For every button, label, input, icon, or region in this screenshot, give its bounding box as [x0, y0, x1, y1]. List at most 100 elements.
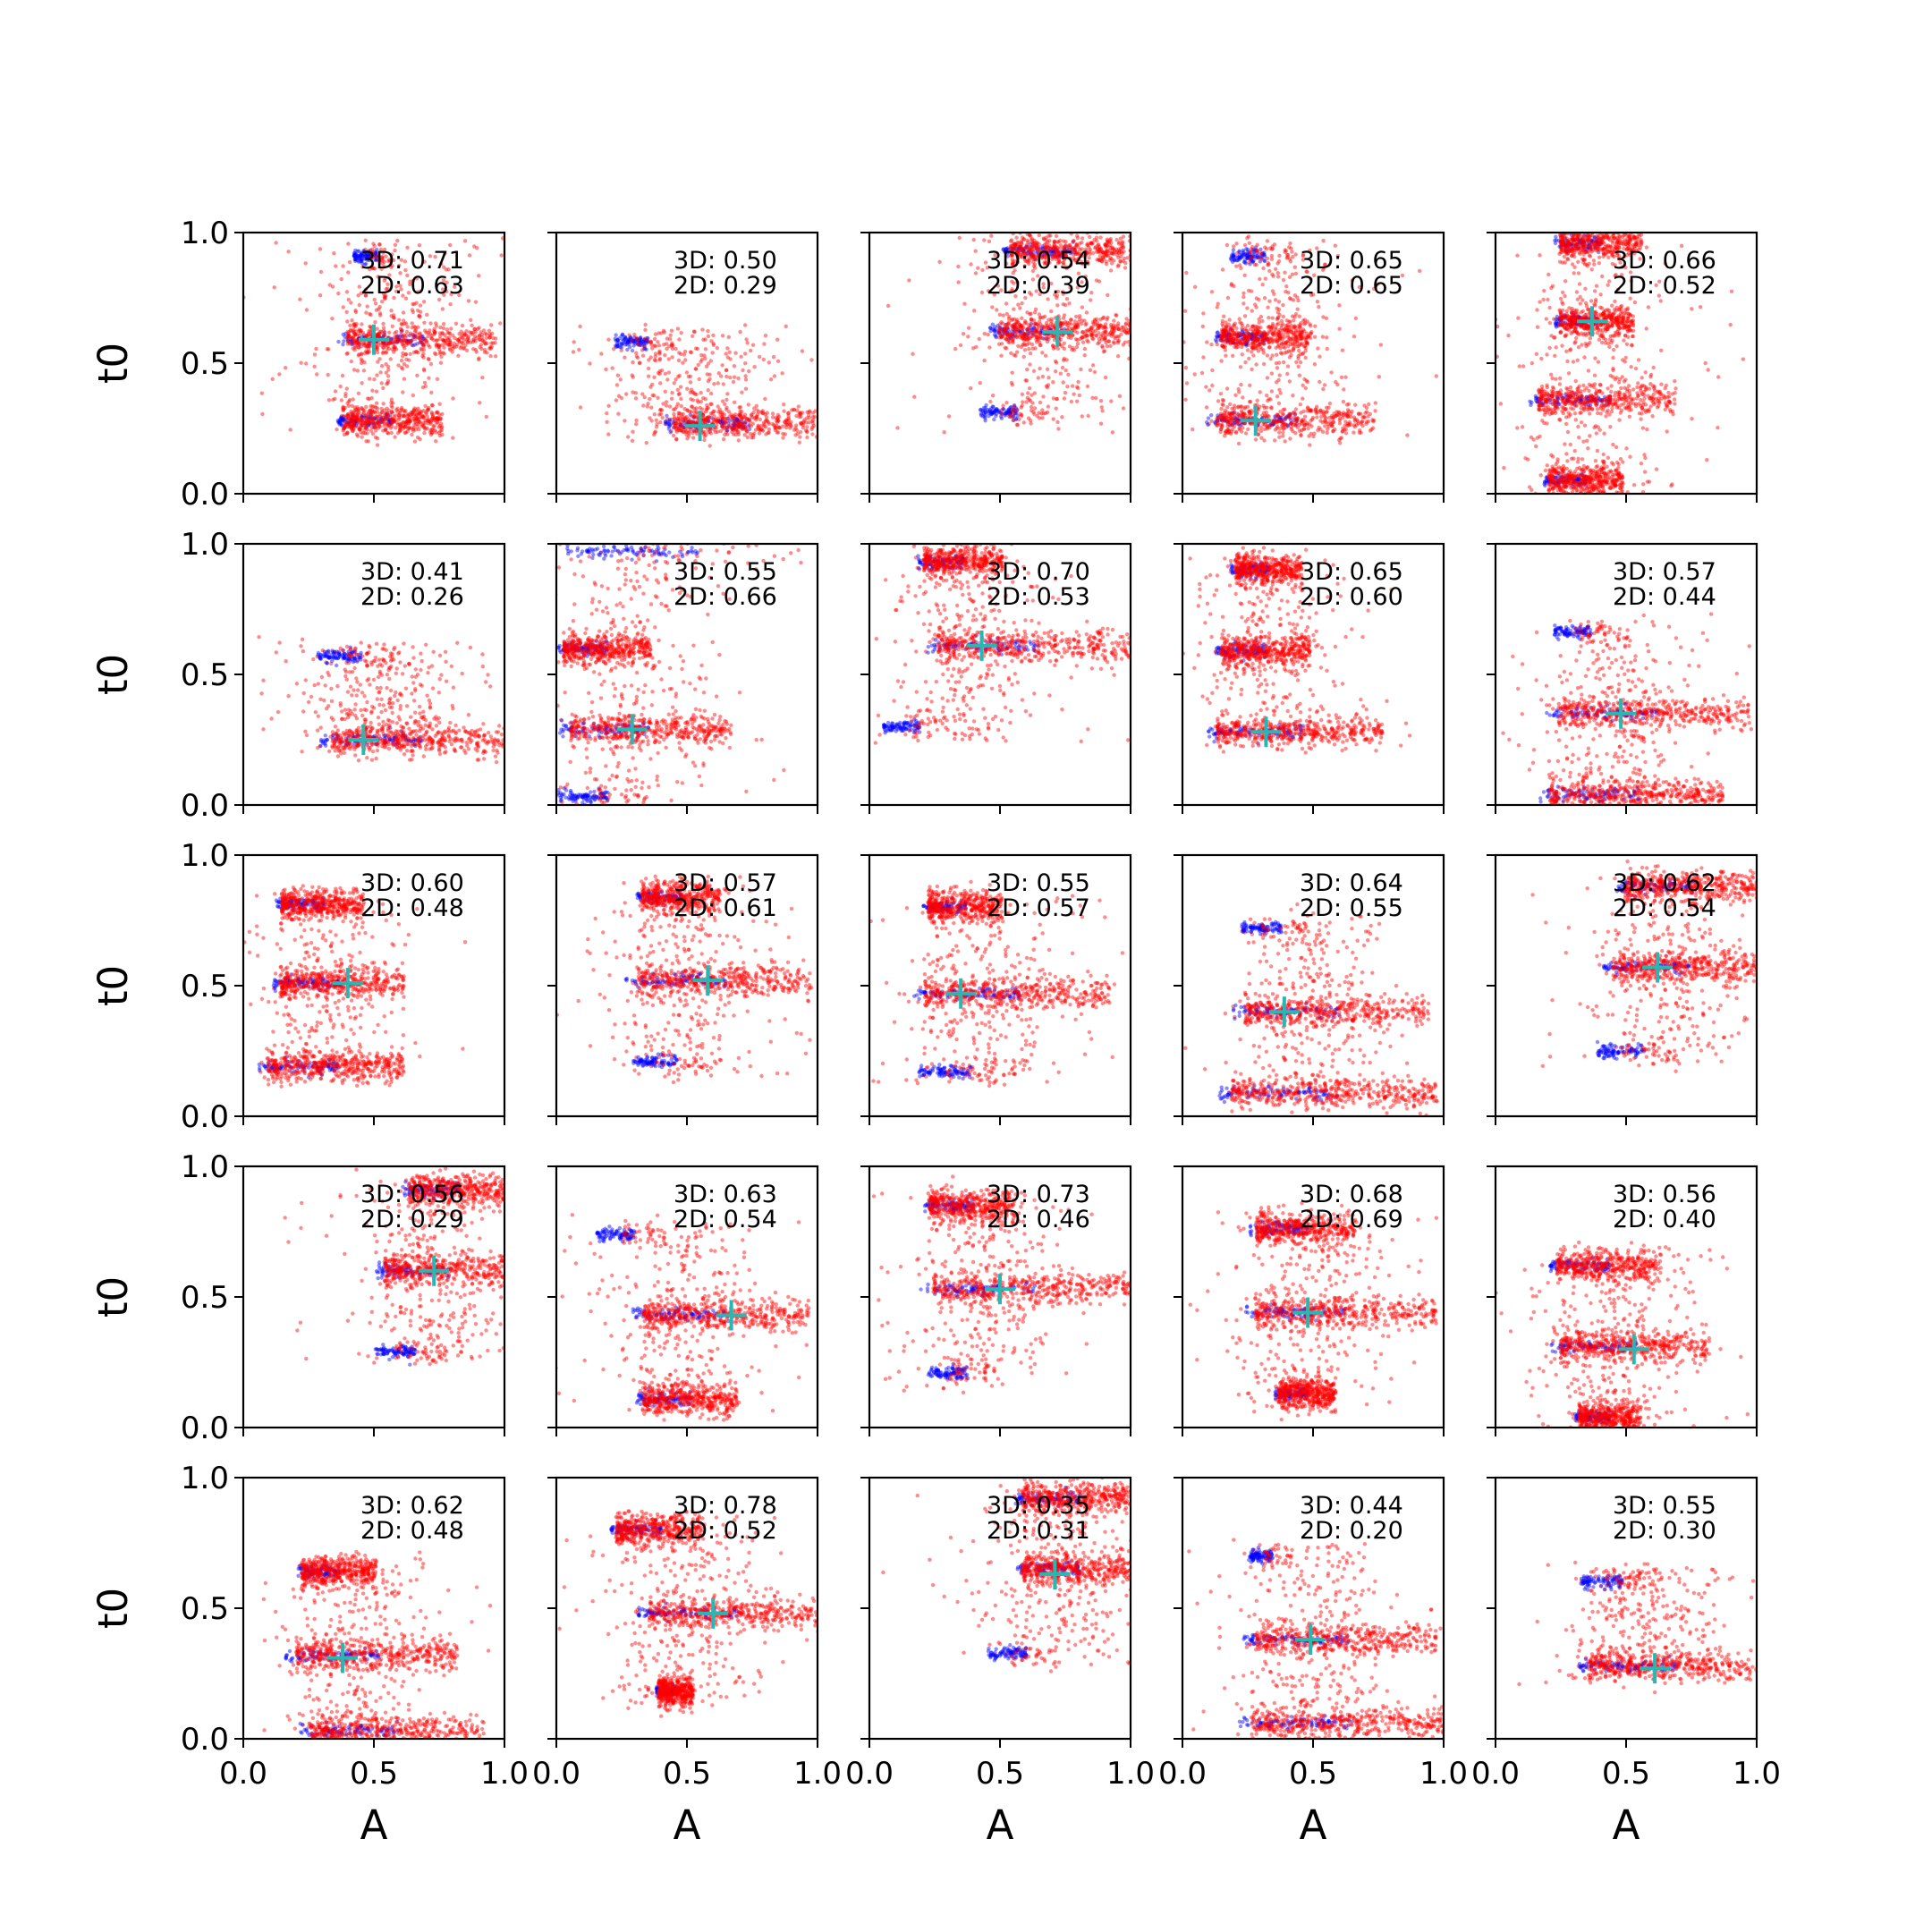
data-point — [810, 411, 816, 415]
data-point — [1213, 421, 1217, 426]
data-point — [1296, 328, 1301, 333]
data-point — [1034, 329, 1038, 334]
data-point — [436, 417, 440, 421]
data-point — [435, 417, 439, 421]
data-point — [670, 341, 674, 345]
data-point — [353, 423, 359, 428]
data-point — [1243, 335, 1249, 341]
data-point — [783, 419, 787, 424]
data-point — [1010, 408, 1015, 413]
data-point — [652, 358, 657, 362]
data-point — [1312, 273, 1317, 277]
data-point — [1099, 258, 1104, 264]
data-point — [633, 396, 639, 401]
data-point — [436, 415, 441, 420]
data-point — [1270, 272, 1275, 276]
data-point — [614, 344, 619, 350]
data-point — [784, 422, 788, 427]
data-point — [1304, 378, 1309, 383]
data-point — [391, 419, 395, 424]
data-point — [1069, 246, 1074, 250]
data-point — [1297, 342, 1302, 346]
data-point — [1037, 242, 1042, 247]
data-point — [703, 397, 708, 402]
data-point — [375, 436, 380, 441]
data-point — [447, 346, 452, 351]
data-point — [1220, 343, 1225, 348]
data-point — [1059, 320, 1064, 326]
data-point — [367, 421, 371, 426]
data-point — [1099, 405, 1105, 410]
data-point — [353, 333, 358, 337]
data-point — [1004, 327, 1008, 332]
data-point — [370, 247, 375, 251]
data-point — [616, 343, 621, 349]
data-point — [1096, 342, 1100, 346]
data-point — [389, 336, 394, 341]
data-point — [1221, 338, 1225, 343]
data-point — [448, 340, 453, 345]
data-point — [1080, 335, 1085, 340]
data-point — [377, 258, 381, 263]
data-point — [1055, 252, 1059, 257]
data-point — [368, 250, 372, 256]
data-point — [720, 412, 724, 417]
data-point — [355, 405, 360, 410]
data-point — [1270, 289, 1275, 293]
data-point — [1228, 256, 1233, 261]
data-point — [1037, 324, 1041, 328]
data-point — [1012, 411, 1017, 415]
data-point — [1255, 337, 1260, 342]
data-point — [1027, 291, 1032, 295]
data-point — [1261, 341, 1266, 345]
data-point — [1019, 247, 1023, 251]
data-point — [399, 407, 404, 411]
data-point — [681, 415, 685, 419]
data-point — [703, 347, 708, 352]
data-point — [649, 419, 654, 423]
data-point — [360, 415, 364, 419]
data-point — [351, 422, 355, 427]
data-point — [1245, 335, 1250, 340]
data-point — [440, 425, 445, 429]
data-point — [1031, 253, 1036, 258]
data-point — [730, 427, 734, 431]
data-point — [1089, 242, 1095, 246]
data-point — [1039, 411, 1044, 416]
data-point — [417, 411, 421, 416]
data-point — [377, 331, 382, 336]
data-point — [1022, 348, 1028, 352]
data-point — [1022, 334, 1027, 338]
data-point — [668, 422, 673, 427]
data-point — [1052, 252, 1056, 257]
data-point — [411, 410, 415, 415]
data-point — [754, 418, 758, 422]
data-point — [341, 305, 345, 309]
data-point — [1238, 341, 1243, 345]
data-point — [374, 258, 379, 262]
data-point — [1255, 337, 1260, 342]
data-point — [1063, 243, 1068, 249]
data-point — [1017, 245, 1021, 250]
data-point — [1285, 252, 1291, 258]
data-point — [1246, 337, 1250, 343]
data-point — [1029, 250, 1033, 256]
data-point — [1234, 341, 1239, 346]
data-point — [638, 343, 642, 347]
data-point — [369, 413, 373, 418]
data-point — [982, 358, 987, 363]
data-point — [1209, 290, 1215, 294]
data-point — [1291, 331, 1296, 335]
data-point — [352, 426, 356, 430]
data-point — [385, 411, 390, 415]
data-point — [365, 343, 370, 348]
data-point — [1131, 325, 1135, 328]
data-point — [1266, 261, 1271, 266]
data-point — [1043, 324, 1048, 328]
data-point — [475, 326, 480, 331]
data-point — [675, 417, 681, 421]
data-point — [1270, 353, 1275, 358]
data-point — [1247, 356, 1251, 361]
data-point — [672, 421, 676, 426]
data-point — [1335, 382, 1340, 387]
